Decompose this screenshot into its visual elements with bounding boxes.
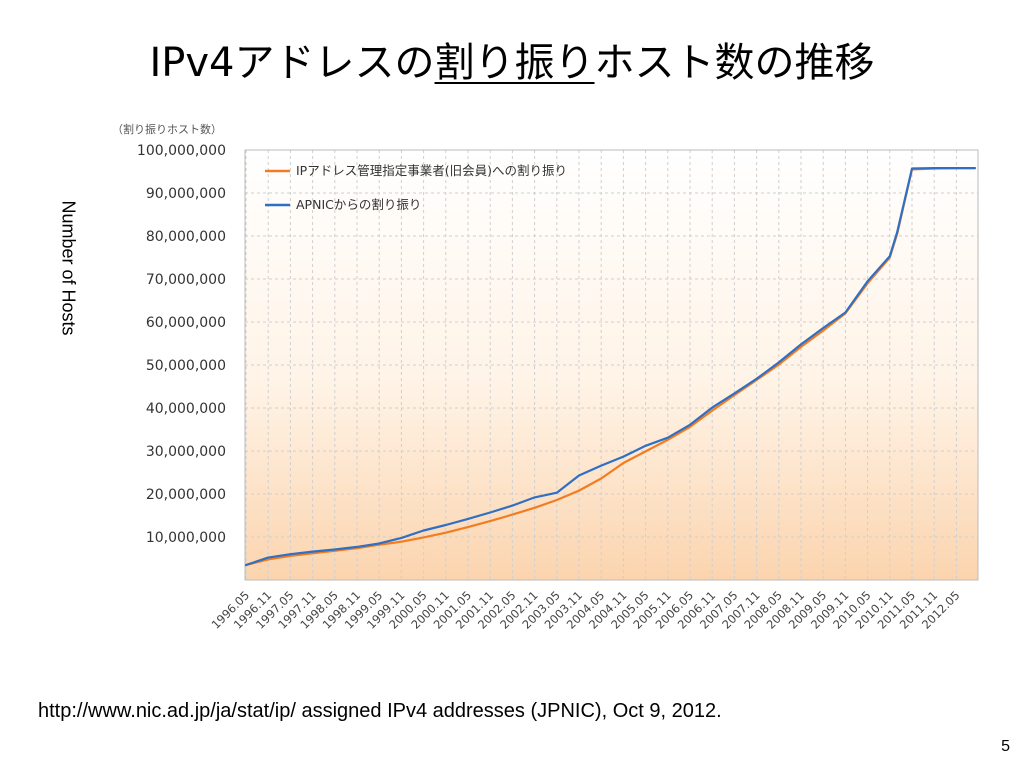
y-tick-label: 70,000,000 (146, 272, 226, 288)
legend-label-apnic: APNICからの割り振り (296, 197, 421, 212)
y-tick-labels: 10,000,000 20,000,000 30,000,000 40,000,000… (137, 143, 226, 546)
series (244, 167, 976, 567)
y-tick-label: 40,000,000 (146, 401, 226, 417)
y-tick-label: 10,000,000 (146, 530, 226, 546)
slide-title: IPv4アドレスの割り振りホスト数の推移 (0, 30, 1024, 88)
y-tick-label: 60,000,000 (146, 315, 226, 331)
unit-label: （割り振りホスト数） (112, 122, 222, 136)
title-underlined: 割り振り (434, 40, 595, 86)
title-suffix: ホスト数の推移 (594, 40, 875, 86)
y-tick-label: 50,000,000 (146, 358, 226, 374)
y-tick-label: 100,000,000 (137, 143, 226, 159)
x-tick-labels: 1996.051996.111997.051997.111998.051998.… (209, 588, 963, 632)
series-line-apnic (244, 167, 976, 567)
plot-border (244, 149, 979, 581)
y-tick-label: 90,000,000 (146, 186, 226, 202)
chart: （割り振りホスト数） 10,000,000 20,000,000 30,000,00… (112, 122, 979, 632)
y-tick-label: 20,000,000 (146, 487, 226, 503)
legend: IPアドレス管理指定事業者(旧会員)への割り振り APNICからの割り振り (265, 163, 567, 212)
source-note: http://www.nic.ad.jp/ja/stat/ip/ assigne… (38, 700, 722, 722)
y-tick-label: 80,000,000 (146, 229, 226, 245)
series-line-jpnic (244, 167, 976, 567)
legend-label-jpnic: IPアドレス管理指定事業者(旧会員)への割り振り (296, 163, 567, 178)
page-number: 5 (1001, 738, 1010, 755)
title-prefix: IPv4アドレスの (149, 40, 435, 86)
y-tick-label: 30,000,000 (146, 444, 226, 460)
